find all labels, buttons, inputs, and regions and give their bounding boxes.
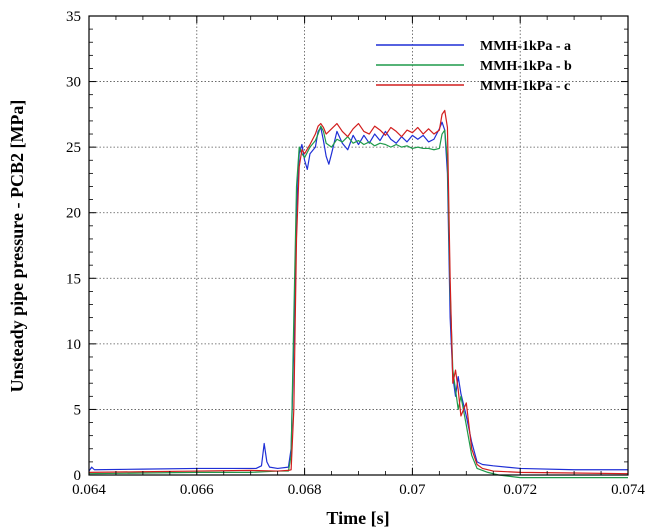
x-tick-label: 0.064 (72, 482, 106, 498)
legend-label-3: MMH-1kPa - c (480, 79, 570, 94)
series-line-3 (88, 109, 629, 475)
x-tick-label: 0.072 (503, 482, 537, 498)
y-tick-label: 5 (74, 402, 82, 418)
axis-ticks (88, 15, 629, 476)
y-tick-label: 0 (74, 468, 82, 484)
grid-lines (89, 16, 628, 475)
x-tick-label: 0.07 (399, 482, 426, 498)
legend: MMH-1kPa - a MMH-1kPa - b MMH-1kPa - c (376, 39, 572, 94)
legend-label-2: MMH-1kPa - b (480, 59, 572, 74)
x-tick-label: 0.066 (180, 482, 214, 498)
series-line-1 (88, 121, 628, 472)
y-tick-label: 10 (66, 337, 81, 353)
x-tick-label: 0.068 (288, 482, 322, 498)
y-tick-label: 30 (66, 75, 81, 91)
y-tick-labels: 0 5 10 15 20 25 30 35 (66, 9, 81, 484)
x-tick-labels: 0.064 0.066 0.068 0.07 0.072 0.074 (72, 482, 645, 498)
series-layer (88, 109, 629, 479)
y-tick-label: 35 (66, 9, 81, 25)
x-tick-label: 0.074 (611, 482, 645, 498)
y-tick-label: 15 (66, 271, 81, 287)
y-tick-label: 25 (66, 140, 81, 156)
y-axis-title: Unsteady pipe pressure - PCB2 [MPa] (7, 100, 27, 393)
series-line-2 (88, 125, 628, 479)
legend-label-1: MMH-1kPa - a (480, 39, 571, 54)
y-tick-label: 20 (66, 206, 81, 222)
x-axis-title: Time [s] (326, 508, 389, 528)
